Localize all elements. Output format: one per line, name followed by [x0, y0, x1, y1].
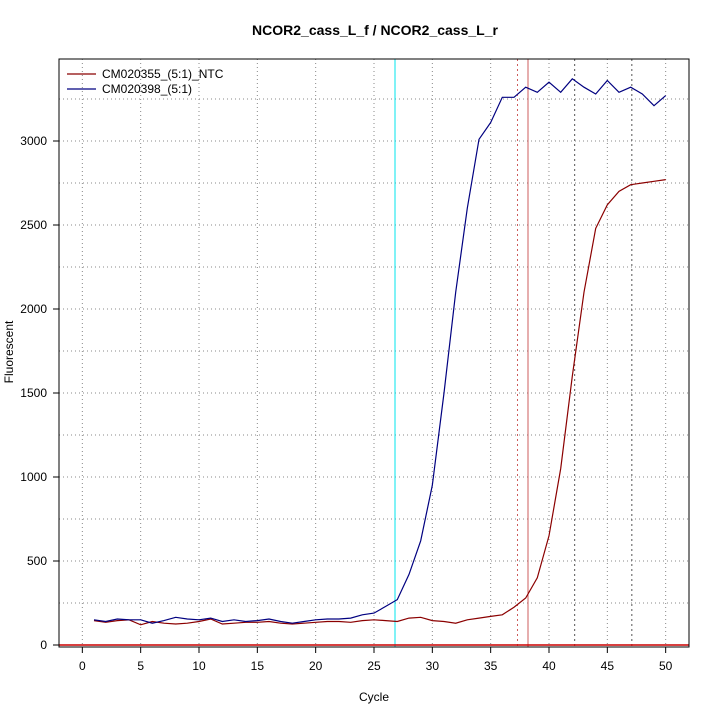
series-line-1	[93, 179, 666, 626]
x-tick-label: 10	[192, 659, 206, 673]
y-tick-label: 1000	[20, 470, 47, 484]
x-tick-label: 40	[542, 659, 556, 673]
x-tick-label: 5	[137, 659, 144, 673]
x-tick-label: 15	[251, 659, 265, 673]
grid	[59, 59, 689, 647]
legend-label: CM020355_(5:1)_NTC	[102, 67, 224, 81]
y-tick-label: 500	[27, 554, 47, 568]
x-tick-label: 30	[426, 659, 440, 673]
y-tick-label: 3000	[20, 134, 47, 148]
x-axis-label: Cycle	[359, 690, 389, 704]
series-line-2	[93, 77, 667, 624]
y-axis-label: Fluorescent	[2, 320, 16, 383]
x-tick-label: 25	[367, 659, 381, 673]
threshold-lines	[59, 59, 689, 647]
x-tick-label: 35	[484, 659, 498, 673]
y-tick-label: 0	[40, 638, 47, 652]
x-tick-label: 0	[79, 659, 86, 673]
y-tick-label: 1500	[20, 386, 47, 400]
y-tick-label: 2000	[20, 302, 47, 316]
chart-title: NCOR2_cass_L_f / NCOR2_cass_L_r	[252, 22, 498, 38]
x-axis: 0 5 10 15 20 25 30 35 40 45 50	[79, 647, 673, 673]
y-tick-label: 2500	[20, 218, 47, 232]
x-tick-label: 45	[601, 659, 615, 673]
x-tick-label: 20	[309, 659, 323, 673]
x-tick-label: 50	[659, 659, 673, 673]
legend-label: CM020398_(5:1)	[102, 82, 192, 96]
y-axis: 0 500 1000 1500 2000 2500 3000	[20, 134, 59, 652]
series-lines	[93, 77, 667, 626]
